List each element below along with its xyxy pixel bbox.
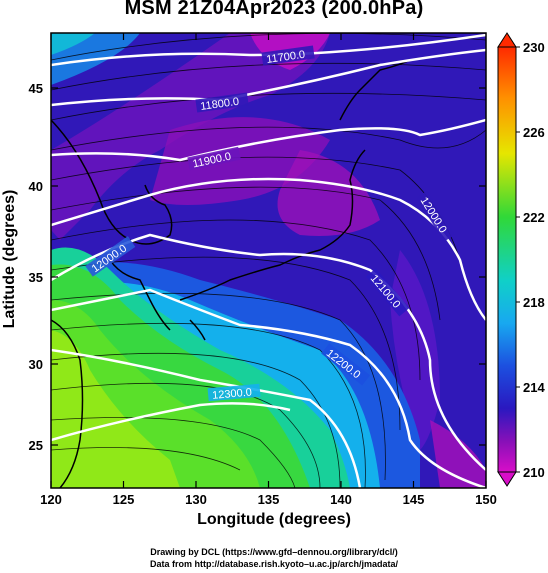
y-axis-title: Latitude (degrees) [1, 189, 18, 329]
contour-label-12300: 12300.0 [212, 386, 253, 401]
y-axis-ticks [51, 87, 486, 446]
y-tick-label: 45 [29, 81, 43, 96]
credit-drawing: Drawing by DCL (https://www.gfd–dennou.o… [150, 547, 398, 557]
x-tick-label: 150 [475, 492, 497, 507]
colorbar-label: 226 [523, 125, 545, 140]
x-tick-label: 130 [185, 492, 207, 507]
colorbar-top-arrow [497, 32, 517, 48]
colorbar: 230 226 222 218 214 210 [497, 32, 545, 487]
colorbar-label: 218 [523, 295, 545, 310]
x-tick-label: 125 [113, 492, 135, 507]
x-tick-label: 120 [40, 492, 62, 507]
x-tick-label: 135 [258, 492, 280, 507]
colorbar-label: 222 [523, 210, 545, 225]
map-title: MSM 21Z04Apr2023 (200.0hPa) [124, 0, 424, 19]
y-tick-label: 30 [29, 357, 43, 372]
y-tick-label: 25 [29, 438, 43, 453]
x-axis-ticks [50, 33, 487, 488]
colorbar-bar [497, 46, 517, 473]
credit-data-source: Data from http://database.rish.kyoto–u.a… [149, 559, 399, 569]
colorbar-bottom-arrow [497, 471, 517, 487]
contour-label-11800: 11800.0 [200, 96, 240, 113]
x-tick-label: 145 [403, 492, 425, 507]
y-tick-label: 40 [29, 179, 43, 194]
colorbar-label: 214 [523, 380, 545, 395]
y-tick-label: 35 [29, 270, 43, 285]
x-axis-title: Longitude (degrees) [197, 511, 351, 528]
colorbar-label: 230 [523, 40, 545, 55]
x-tick-label: 140 [330, 492, 352, 507]
height-contours [51, 33, 486, 488]
contour-label-11700: 11700.0 [266, 49, 306, 66]
colorbar-label: 210 [523, 465, 545, 480]
coastlines [51, 59, 411, 488]
